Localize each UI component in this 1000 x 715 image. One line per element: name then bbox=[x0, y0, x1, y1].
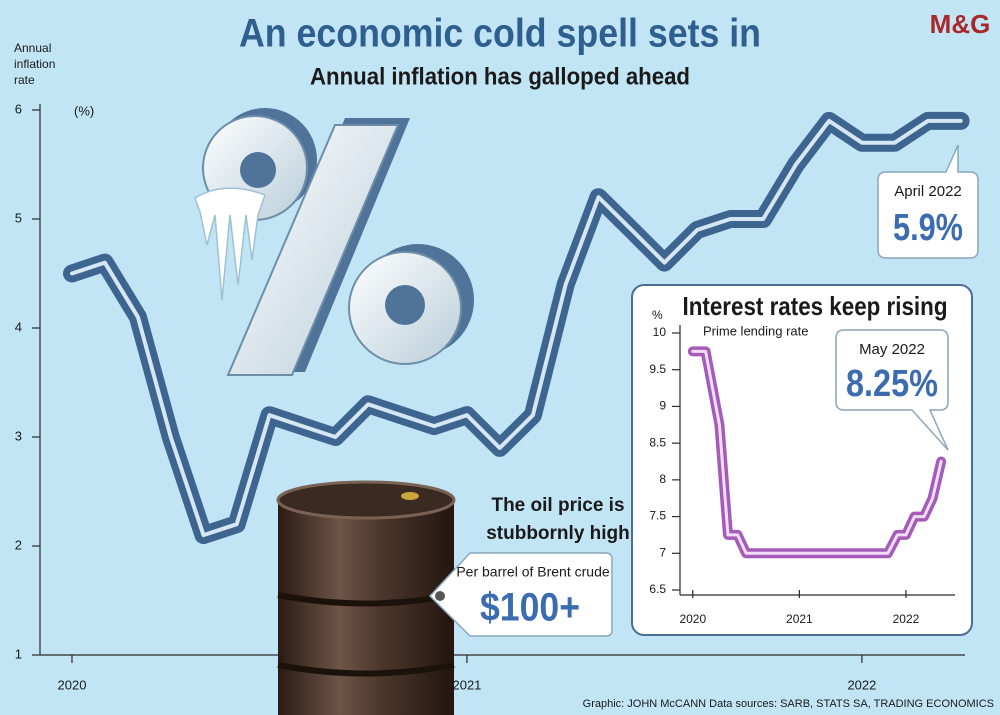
x-tick-label: 2022 bbox=[893, 612, 920, 626]
y-tick-label: 8 bbox=[659, 472, 666, 486]
oil-tag bbox=[428, 552, 613, 637]
oil-note: Per barrel of Brent crude bbox=[456, 564, 610, 580]
inset-plot: 6.5 7 7.5 8 8.5 9 9.5 10 2020 2021 2022 bbox=[649, 325, 947, 626]
main-plot: 1 2 3 4 5 6 2020 2021 2022 bbox=[15, 101, 970, 692]
y-tick-label: 3 bbox=[15, 428, 22, 443]
y-tick-label: 10 bbox=[653, 325, 667, 339]
percent-decoration bbox=[194, 108, 474, 376]
oil-barrel bbox=[276, 480, 456, 715]
value-label: 5.9% bbox=[893, 207, 963, 249]
x-tick-label: 2021 bbox=[452, 677, 481, 692]
chart-subtitle: Annual inflation has galloped ahead bbox=[310, 63, 690, 90]
oil-title: The oil price is stubbornly high bbox=[486, 495, 630, 544]
logo: M&G bbox=[930, 9, 991, 39]
value-label: 8.25% bbox=[846, 363, 938, 405]
y-tick-label: 1 bbox=[15, 646, 22, 661]
inset-title: Interest rates keep rising bbox=[683, 291, 948, 321]
line-highlight bbox=[691, 349, 943, 555]
line-highlight bbox=[69, 118, 963, 538]
x-tick-label: 2020 bbox=[58, 677, 87, 692]
y-tick-label: 7 bbox=[659, 545, 666, 559]
y-tick-label: 5 bbox=[15, 210, 22, 225]
y-tick-label: 6.5 bbox=[649, 582, 666, 596]
y-tick-label: 9 bbox=[659, 399, 666, 413]
chart-title: An economic cold spell sets in bbox=[239, 12, 761, 56]
annotation: April 2022 bbox=[894, 183, 962, 200]
legend-label: Prime lending rate bbox=[703, 323, 809, 338]
oil-price: $100+ bbox=[480, 586, 580, 630]
x-tick-label: 2021 bbox=[786, 612, 813, 626]
y-tick-label: 6 bbox=[15, 101, 22, 116]
annotation: May 2022 bbox=[859, 341, 925, 358]
callout-box bbox=[835, 329, 949, 451]
x-tick-label: 2020 bbox=[679, 612, 706, 626]
y-unit: % bbox=[652, 308, 663, 322]
credit: Graphic: JOHN McCANN Data sources: SARB,… bbox=[583, 698, 994, 710]
y-tick-label: 2 bbox=[15, 537, 22, 552]
x-tick-label: 2022 bbox=[847, 677, 876, 692]
y-unit: (%) bbox=[74, 103, 94, 118]
y-tick-label: 8.5 bbox=[649, 435, 666, 449]
y-axis-label: Annual inflation rate bbox=[14, 41, 56, 87]
callout-box bbox=[877, 144, 979, 259]
y-tick-label: 4 bbox=[15, 319, 22, 334]
y-tick-label: 7.5 bbox=[649, 509, 666, 523]
y-tick-label: 9.5 bbox=[649, 362, 666, 376]
